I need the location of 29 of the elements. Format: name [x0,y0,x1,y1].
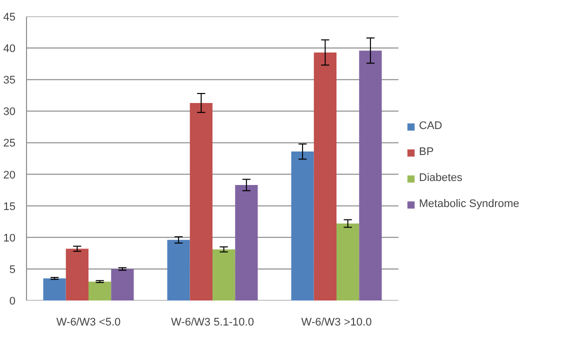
bar [291,152,314,300]
y-tick-label: 40 [3,43,16,56]
bar [235,185,258,300]
bar [167,240,190,300]
bar [111,268,134,300]
bar [66,248,88,300]
bar [212,249,236,300]
y-tick-label: 30 [3,106,16,118]
bar [43,278,66,300]
y-tick-label: 35 [3,74,16,87]
y-tick-label: 45 [3,12,16,24]
x-tick-label: W-6/W3 >10.0 [301,316,372,328]
x-tick-label: W-6/W3 5.1-10.0 [171,316,254,328]
y-tick-label: 0 [9,296,16,308]
bar [88,282,112,300]
bar [314,52,336,300]
legend-label: Diabetes [419,172,462,184]
bar [336,224,360,300]
bar [190,102,212,300]
x-tick-label: W-6/W3 <5.0 [56,316,121,328]
y-tick-label: 20 [3,169,16,182]
y-tick-label: 10 [3,232,16,244]
legend-label: Metabolic Syndrome [419,198,520,210]
bar [359,50,382,300]
y-tick-label: 15 [3,200,16,213]
y-tick-label: 5 [9,264,16,276]
legend-label: BP [419,146,435,158]
y-tick-label: 25 [3,138,16,150]
legend-label: CAD [419,120,442,132]
